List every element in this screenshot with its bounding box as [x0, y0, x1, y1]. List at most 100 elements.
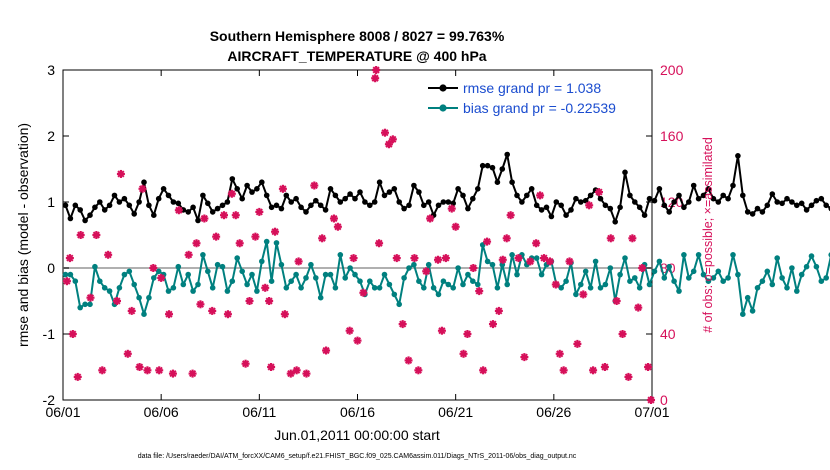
bias-point: [779, 275, 785, 281]
obs-marker: [520, 353, 529, 362]
plot-area: [62, 69, 653, 401]
bias-point: [470, 278, 476, 285]
obs-marker: [585, 201, 594, 210]
rmse-point: [818, 195, 825, 202]
rmse-series: [62, 151, 830, 225]
bias-point: [268, 278, 275, 285]
obs-marker: [606, 234, 615, 243]
rmse-point: [764, 202, 771, 209]
rmse-point: [244, 182, 250, 189]
bias-point: [602, 281, 609, 288]
bias-point: [298, 285, 304, 291]
bias-point: [465, 271, 471, 278]
rmse-point: [77, 207, 83, 213]
obs-marker: [422, 267, 431, 276]
obs-marker: [196, 300, 205, 309]
axis-ticks: -2-101230408012016020006/0106/0606/1106/…: [43, 62, 684, 420]
bias-point: [185, 271, 191, 278]
y2-axis-label: # of obs: o=possible; ×=assimilated: [701, 137, 715, 333]
rmse-point: [695, 195, 702, 202]
obs-marker: [380, 128, 389, 137]
bias-point: [175, 263, 182, 270]
obs-marker: [600, 363, 609, 371]
rmse-point: [254, 186, 260, 192]
legend-rmse-marker: [439, 84, 447, 92]
obs-marker: [624, 372, 633, 381]
rmse-point: [558, 202, 564, 209]
bias-point: [67, 271, 74, 278]
rmse-point: [651, 197, 658, 204]
rmse-point: [322, 207, 329, 213]
obs-marker: [638, 264, 647, 272]
rmse-point: [553, 199, 560, 205]
rmse-point: [720, 192, 726, 199]
obs-marker: [219, 211, 228, 220]
rmse-point: [283, 192, 290, 199]
rmse-point: [416, 189, 422, 195]
obs-marker: [404, 356, 413, 365]
obs-marker: [502, 234, 511, 243]
rmse-point: [165, 192, 172, 199]
obs-marker: [359, 288, 368, 297]
obs-marker: [565, 257, 574, 266]
bias-point: [558, 285, 564, 291]
obs-marker: [392, 254, 401, 263]
rmse-point: [622, 169, 628, 176]
bias-point: [622, 255, 628, 261]
obs-marker: [157, 273, 166, 282]
bias-point: [357, 278, 363, 285]
rmse-point: [263, 192, 270, 199]
rmse-point: [190, 204, 196, 211]
bias-point: [244, 281, 250, 288]
x-tick-label: 06/01: [45, 404, 80, 420]
rmse-point: [440, 199, 447, 205]
bias-point: [72, 278, 79, 285]
bias-point: [460, 281, 466, 288]
rmse-point: [646, 195, 653, 202]
obs-marker: [68, 330, 77, 338]
bias-point: [62, 271, 69, 278]
bias-point: [327, 271, 334, 278]
y-tick-label: 2: [47, 128, 55, 144]
bias-point: [190, 288, 196, 294]
obs-marker: [135, 363, 144, 371]
y2-tick-label: 0: [660, 392, 668, 408]
bias-point: [681, 252, 687, 258]
bias-point: [170, 285, 177, 291]
obs-marker: [414, 366, 423, 375]
bias-point: [725, 275, 731, 281]
rmse-point: [563, 212, 569, 218]
bias-point: [538, 271, 545, 278]
bias-point: [661, 275, 668, 281]
bias-point: [514, 271, 520, 278]
obs-marker: [188, 369, 197, 378]
obs-marker: [165, 310, 174, 319]
rmse-point: [303, 209, 309, 215]
rmse-point: [92, 204, 98, 211]
bias-point: [92, 263, 98, 270]
obs-marker: [286, 369, 295, 378]
bias-point: [214, 261, 221, 268]
bias-point: [293, 271, 299, 278]
bias-point: [425, 261, 432, 268]
obs-marker: [437, 326, 446, 335]
obs-marker: [241, 359, 250, 368]
bias-point: [229, 278, 236, 285]
rmse-point: [72, 202, 79, 209]
rmse-point: [288, 199, 295, 205]
y-tick-label: -1: [43, 326, 56, 342]
obs-marker: [76, 231, 85, 239]
obs-marker: [433, 255, 442, 264]
y2-tick-label: 200: [660, 62, 684, 78]
rmse-point: [548, 213, 555, 220]
obs-marker: [235, 239, 244, 248]
rmse-point: [740, 192, 746, 199]
bias-point: [126, 268, 133, 275]
rmse-point: [367, 202, 373, 209]
bias-point: [195, 281, 201, 288]
obs-count-series: [62, 66, 656, 404]
bias-point: [636, 285, 643, 291]
rmse-point: [779, 200, 785, 207]
bias-point: [411, 261, 417, 268]
obs-marker: [261, 283, 270, 292]
